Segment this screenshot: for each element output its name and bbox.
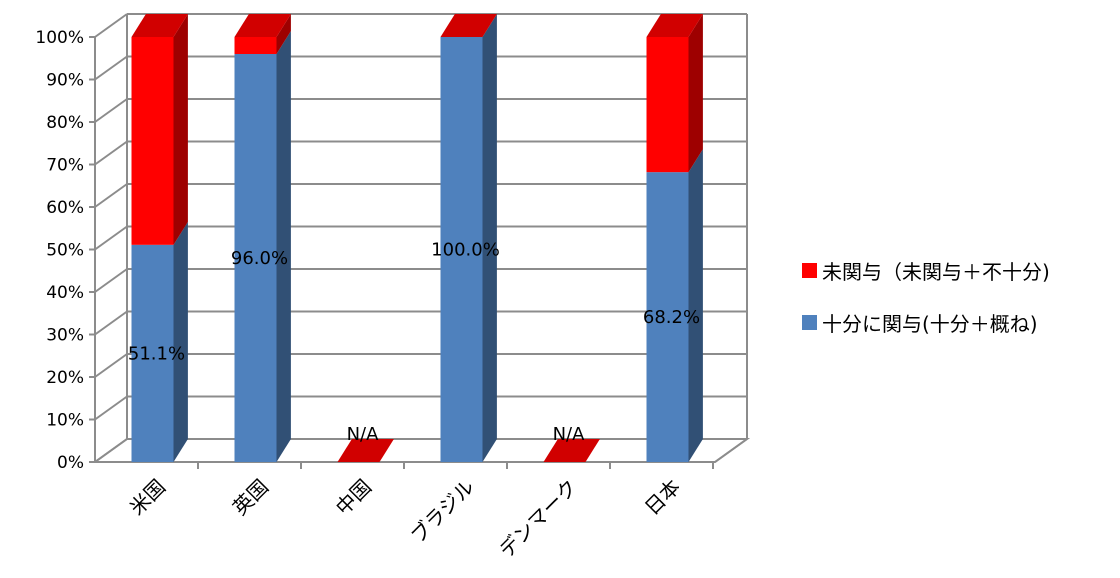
data-label: N/A <box>347 424 380 445</box>
data-label: 96.0% <box>231 248 288 269</box>
data-labels: 51.1% 96.0% N/A 100.0% N/A 68.2% <box>128 240 700 446</box>
y-tick-label: 20% <box>46 368 84 388</box>
y-tick-label: 70% <box>46 156 84 176</box>
bar-unengaged <box>234 37 277 54</box>
y-tick-label: 10% <box>46 411 84 431</box>
x-category-label: 日本 <box>640 475 685 520</box>
gridline-side <box>94 395 128 421</box>
bar-unengaged-side <box>276 14 291 54</box>
gridline-side <box>94 183 128 208</box>
x-category-label: 米国 <box>125 475 170 520</box>
gridline-side <box>94 438 128 463</box>
bar-engaged-side <box>688 149 703 462</box>
bar-unengaged-side <box>173 14 188 245</box>
y-tick-label: 30% <box>46 326 84 346</box>
y-tick-label: 50% <box>46 241 84 261</box>
legend-swatch-engaged <box>802 314 817 330</box>
y-tick-label: 0% <box>57 453 84 473</box>
y-tick-label: 80% <box>46 113 84 133</box>
gridline-side <box>94 268 128 293</box>
y-tick-label: 90% <box>46 71 84 91</box>
gridline-side <box>94 98 128 123</box>
bar-engaged-side <box>173 221 188 462</box>
x-category-label: デンマーク <box>494 475 582 563</box>
bar-engaged-side <box>276 31 291 462</box>
gridline-side <box>94 353 128 378</box>
x-category-label: ブラジル <box>406 475 479 548</box>
data-label: 100.0% <box>431 240 500 261</box>
y-tick-label: 100% <box>35 28 84 48</box>
bar-engaged <box>131 244 174 462</box>
gridline-side <box>94 55 128 81</box>
gridline-side <box>94 13 128 38</box>
bar-empty-cap-top <box>337 439 394 462</box>
legend-label-engaged: 十分に関与(十分＋概ね) <box>822 311 1038 336</box>
bar-engaged-side <box>482 14 497 462</box>
bar-unengaged <box>131 37 174 245</box>
legend-label-unengaged: 未関与（未関与＋不十分) <box>822 259 1050 284</box>
y-tick-label: 40% <box>46 283 84 303</box>
data-label: N/A <box>553 424 586 445</box>
gridline-side <box>94 225 128 251</box>
chart-bars <box>131 14 703 462</box>
bar-empty-cap-top <box>543 439 600 462</box>
bar-unengaged-side <box>688 14 703 173</box>
x-category-label: 英国 <box>228 475 273 520</box>
legend: 未関与（未関与＋不十分) 十分に関与(十分＋概ね) <box>802 255 1050 359</box>
floor-right-edge <box>714 438 748 463</box>
y-axis-ticks: 0% 10% 20% 30% 40% 50% 60% 70% 80% 90% 100% <box>35 28 84 473</box>
bar-engaged <box>646 172 689 462</box>
data-label: 51.1% <box>128 343 185 364</box>
bar-cap-top <box>131 14 188 37</box>
bar-cap-top <box>646 14 703 37</box>
bar-unengaged <box>646 37 689 173</box>
bar-engaged <box>234 54 277 462</box>
legend-swatch-unengaged <box>802 262 817 278</box>
x-category-label: 中国 <box>331 475 376 520</box>
bar-engaged <box>440 37 483 462</box>
legend-item-engaged: 十分に関与(十分＋概ね) <box>802 307 1050 337</box>
x-axis-categories: 米国 英国 中国 ブラジル デンマーク 日本 <box>125 475 685 563</box>
bar-cap-top <box>440 14 497 37</box>
gridline-side <box>94 310 128 336</box>
legend-item-unengaged: 未関与（未関与＋不十分) <box>802 255 1050 285</box>
data-label: 68.2% <box>643 307 700 328</box>
gridline-side <box>94 140 128 166</box>
y-tick-label: 60% <box>46 198 84 218</box>
bar-cap-top <box>234 14 291 37</box>
